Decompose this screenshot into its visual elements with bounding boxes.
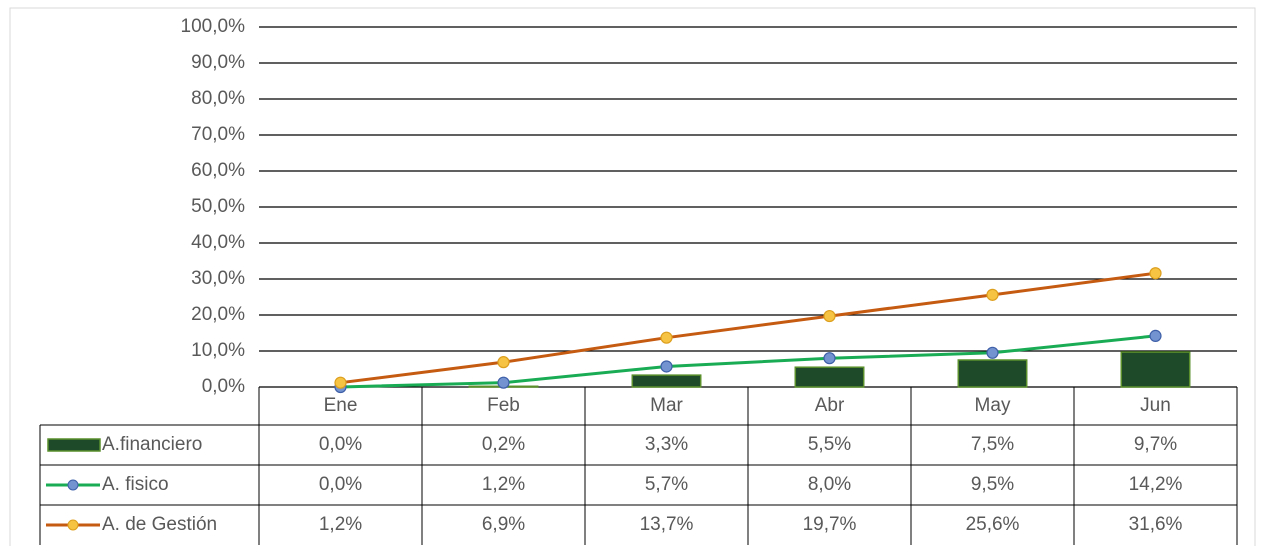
bar [794,366,865,388]
legend-key [67,479,79,491]
table-value: 1,2% [319,514,362,535]
y-tick-label: 80,0% [191,88,245,109]
marker [1149,329,1162,342]
x-tick-label: Ene [324,395,358,416]
y-tick-label: 20,0% [191,304,245,325]
y-tick-label: 100,0% [181,16,246,37]
marker [986,346,999,359]
y-tick-label: 60,0% [191,160,245,181]
table-value: 19,7% [803,514,857,535]
line [340,271,1156,385]
marker [497,356,510,369]
marker [986,288,999,301]
table-value: 6,9% [482,514,525,535]
table-value: 0,2% [482,434,525,455]
bar [1120,351,1191,388]
bar [957,359,1028,388]
y-tick-label: 10,0% [191,340,245,361]
legend-label: A. de Gestión [102,514,217,535]
table-value: 0,0% [319,434,362,455]
marker [823,309,836,323]
legend-key [47,438,101,452]
table-value: 13,7% [640,514,694,535]
marker [497,376,510,389]
y-tick-label: 0,0% [202,376,245,397]
legend-key [67,519,79,531]
y-tick-label: 40,0% [191,232,245,253]
table-value: 5,7% [645,474,688,495]
table-value: 1,2% [482,474,525,495]
x-tick-label: Feb [487,395,520,416]
line [340,334,1156,389]
x-tick-label: Mar [650,395,683,416]
marker [334,376,347,389]
legend-label: A. fisico [102,474,169,495]
x-tick-label: Jun [1140,395,1171,416]
table-value: 0,0% [319,474,362,495]
y-tick-label: 90,0% [191,52,245,73]
y-tick-label: 70,0% [191,124,245,145]
table-value: 31,6% [1129,514,1183,535]
y-tick-label: 30,0% [191,268,245,289]
table-value: 9,5% [971,474,1014,495]
x-tick-label: May [975,395,1011,416]
legend-label: A.financiero [102,434,202,455]
marker [823,352,836,365]
table-value: 3,3% [645,434,688,455]
table-value: 9,7% [1134,434,1177,455]
table-value: 8,0% [808,474,851,495]
marker [660,331,673,344]
table-value: 14,2% [1129,474,1183,495]
table-value: 25,6% [966,514,1020,535]
marker [660,360,673,373]
bar [631,374,702,388]
marker [1149,267,1162,280]
table-value: 7,5% [971,434,1014,455]
y-tick-label: 50,0% [191,196,245,217]
table-value: 5,5% [808,434,851,455]
x-tick-label: Abr [815,395,845,416]
